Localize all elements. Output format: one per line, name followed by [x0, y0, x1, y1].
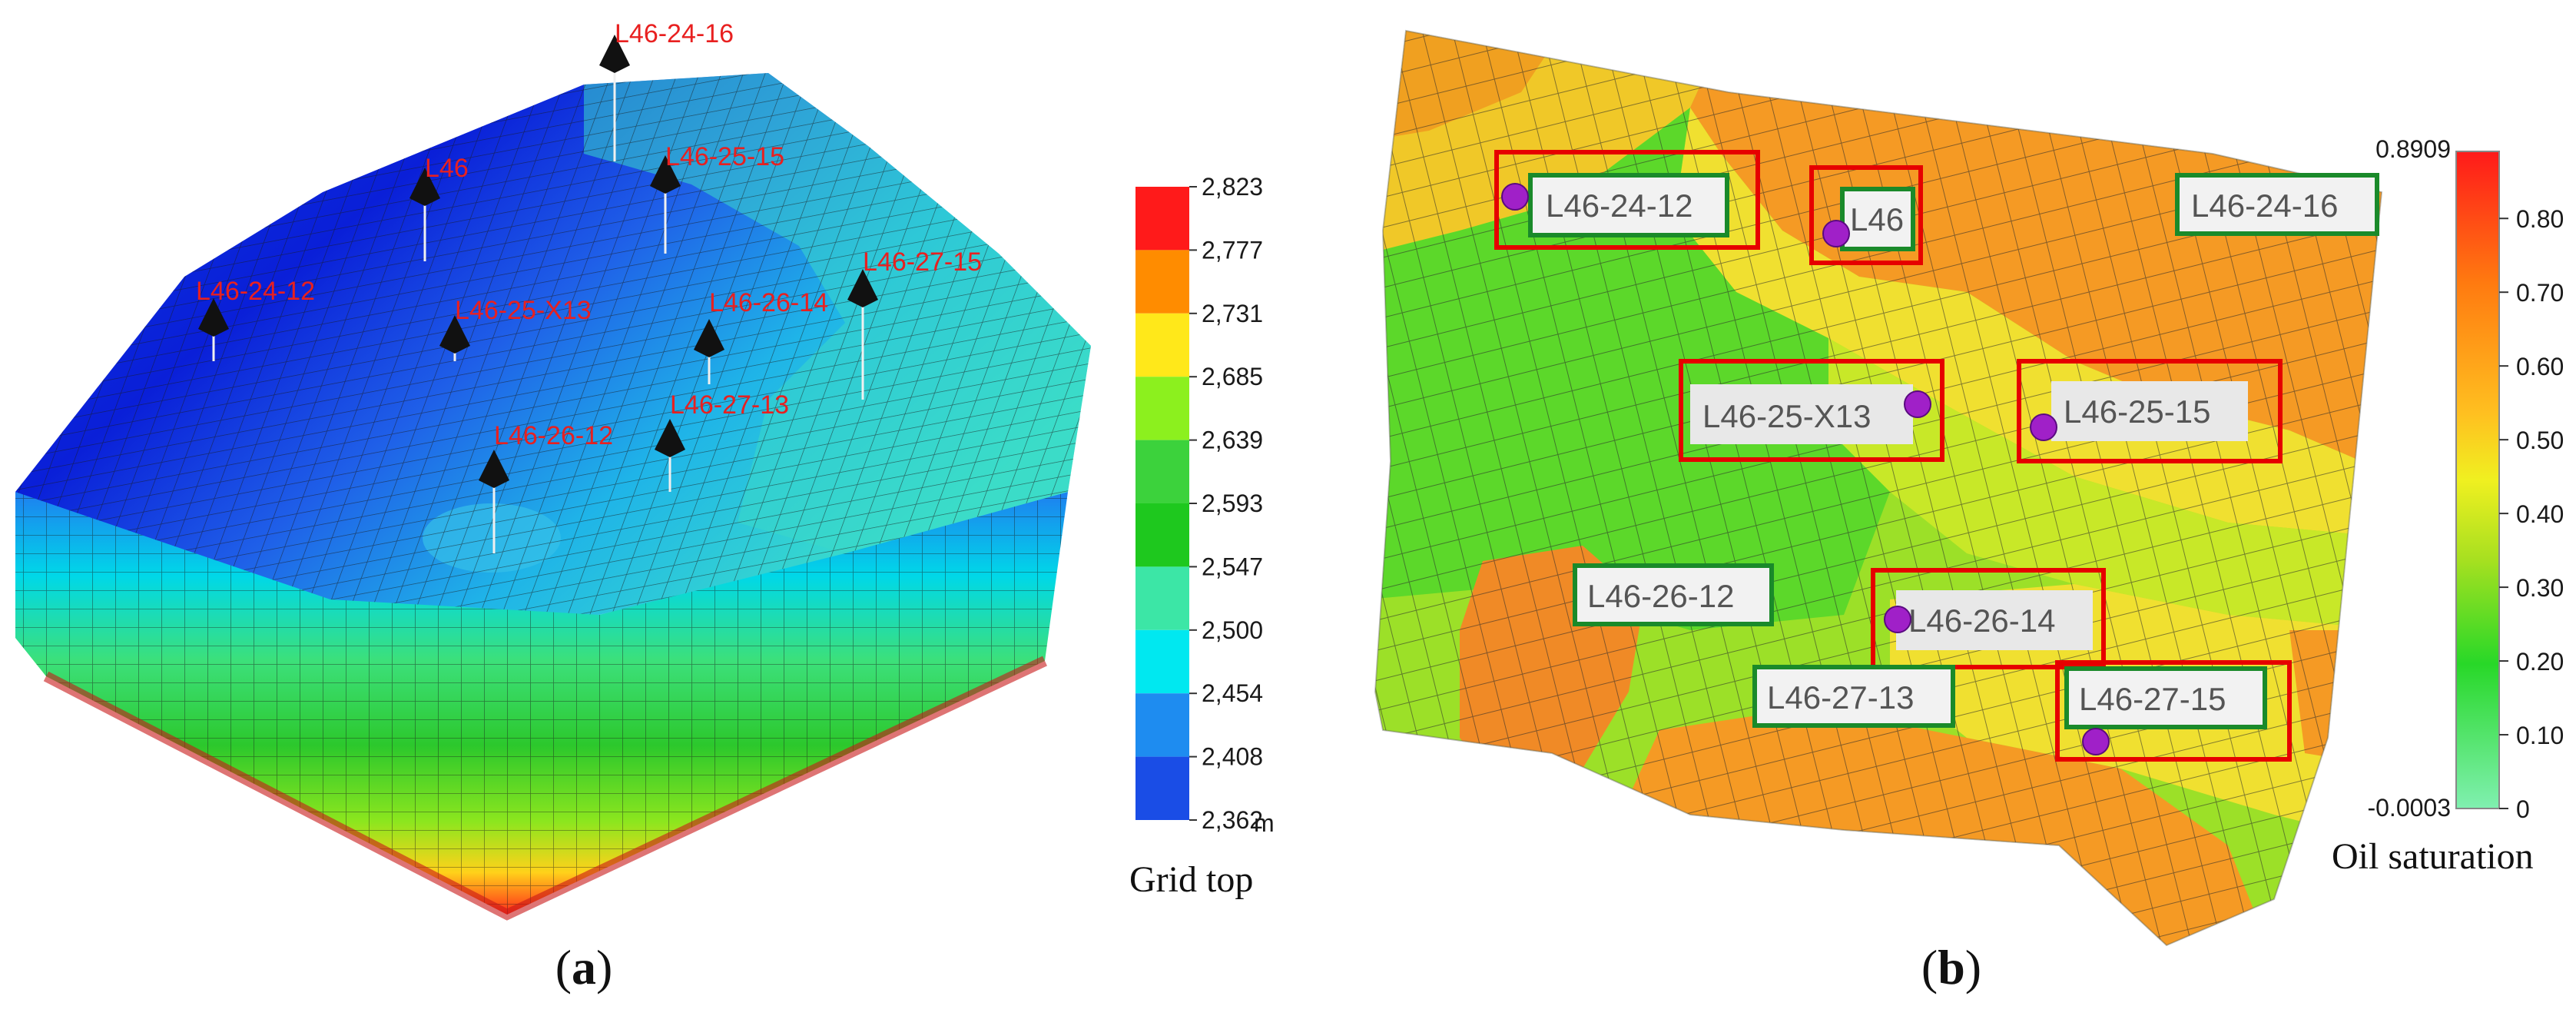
well-pin [655, 419, 685, 492]
highlight-box [1494, 150, 1760, 250]
well-label: L46-24-12 [196, 277, 315, 306]
colorbar-band [1135, 756, 1189, 820]
colorbar-tick-label: 0 [2516, 795, 2530, 823]
well-marker-sphere [2082, 728, 2110, 755]
well-label-box [1896, 590, 2093, 650]
panel-caption-b: (b) [1921, 940, 1981, 994]
colorbar-tick-label: 0.80 [2516, 205, 2564, 233]
well-marker-sphere [1904, 390, 1931, 418]
colorbar-unit: m [1254, 809, 1275, 837]
well-label-box [2175, 173, 2379, 236]
well-label: L46 [1850, 201, 1904, 237]
well-label: L46-26-12 [494, 421, 613, 450]
highlight-box [2055, 660, 2292, 762]
well-label-box [1752, 665, 1955, 728]
colorbar-band [1135, 693, 1189, 757]
well-pin [409, 168, 440, 261]
well-label: L46 [425, 154, 469, 183]
colorbar-tick-label: 0.20 [2516, 648, 2564, 676]
well-labels-3d: L46-24-16 L46 L46-25-15 L46-27-15 L46-24… [196, 19, 982, 450]
colorbar-band [1135, 377, 1189, 440]
grid-top-colorbar: 2,823 2,777 2,731 2,685 2,639 2,593 2,547 2,500… [1129, 173, 1275, 900]
colorbar-min-label: -0.0003 [2367, 794, 2451, 822]
panel-b-saturation-map: L46-24-12 L46 L46-24-16 L46-25-X13 L46-2… [1374, 29, 2564, 994]
well-label: L46-26-14 [1908, 603, 2055, 639]
colorbar-tick-label: 2,408 [1202, 743, 1263, 771]
well-label-box [2064, 666, 2267, 729]
colorbar-band [1135, 566, 1189, 630]
colorbar-tick-label: 2,685 [1202, 363, 1263, 390]
well-label-box [1840, 187, 1915, 251]
well-label-box [2051, 381, 2248, 441]
well-pin [439, 315, 470, 361]
well-label: L46-25-15 [665, 142, 784, 171]
highlight-box [1679, 359, 1944, 462]
colorbar-tick-label: 2,639 [1202, 427, 1263, 454]
well-labels-2d: L46-24-12 L46 L46-24-16 L46-25-X13 L46-2… [1494, 150, 2379, 762]
well-pin [650, 155, 681, 254]
colorbar-band [1135, 250, 1189, 314]
well-label: L46-24-12 [1546, 188, 1692, 224]
colorbar-tick-label: 2,500 [1202, 616, 1263, 644]
well-label: L46-24-16 [2191, 188, 2338, 224]
colorbar-band [1135, 440, 1189, 503]
colorbar-tick-label: 2,362 [1202, 806, 1263, 834]
well-marker-sphere [2030, 413, 2057, 441]
well-markers-3d [198, 35, 878, 553]
colorbar-tick-label: 2,823 [1202, 173, 1263, 201]
panel-caption-a: (a) [555, 940, 613, 994]
well-label: L46-25-X13 [1702, 398, 1871, 434]
colorbar-tick-label: 2,454 [1202, 679, 1263, 707]
colorbar-gradient [2455, 151, 2500, 809]
colorbar-tick-label: 0.60 [2516, 353, 2564, 380]
colorbar-tick-label: 0.50 [2516, 427, 2564, 454]
oil-saturation-colorbar: 0.8909 -0.0003 0.80 0.70 0.60 0.50 0.40 0.30 0… [2332, 135, 2564, 877]
well-label: L46-25-15 [2064, 393, 2210, 430]
well-label: L46-24-16 [615, 19, 734, 48]
colorbar-band [1135, 503, 1189, 567]
well-label: L46-27-13 [1767, 679, 1914, 716]
well-label-box [1528, 173, 1729, 237]
well-pin [479, 450, 509, 553]
well-marker-sphere [1822, 220, 1850, 247]
highlight-box [2017, 359, 2283, 463]
well-label: L46-26-12 [1587, 578, 1734, 614]
colorbar-title: Oil saturation [2332, 836, 2534, 877]
well-label: L46-25-X13 [455, 296, 592, 325]
colorbar-tick-label: 2,547 [1202, 553, 1263, 580]
well-pin [599, 35, 630, 161]
colorbar-band [1135, 187, 1189, 251]
well-label: L46-27-13 [670, 390, 789, 420]
well-label-box [1573, 563, 1774, 626]
colorbar-tick-label: 2,731 [1202, 300, 1263, 327]
well-label: L46-27-15 [863, 247, 982, 277]
well-marker-sphere [1501, 183, 1529, 211]
colorbar-tick-label: 0.10 [2516, 722, 2564, 749]
highlight-box [1809, 165, 1923, 265]
panel-a-3d-grid: L46-24-16 L46 L46-25-15 L46-27-15 L46-24… [15, 19, 1275, 994]
well-label-box [1690, 384, 1913, 444]
colorbar-tick-label: 0.40 [2516, 500, 2564, 528]
well-marker-sphere [1884, 606, 1911, 633]
colorbar-tick-label: 0.70 [2516, 279, 2564, 307]
colorbar-max-label: 0.8909 [2375, 135, 2451, 163]
colorbar-tick-label: 0.30 [2516, 574, 2564, 602]
colorbar-tick-label: 2,777 [1202, 236, 1263, 264]
well-label: L46-27-15 [2079, 681, 2226, 717]
colorbar-tick-label: 2,593 [1202, 490, 1263, 517]
colorbar-title: Grid top [1129, 859, 1253, 900]
well-pin [847, 269, 878, 400]
highlight-box [1871, 568, 2106, 669]
well-label: L46-26-14 [709, 288, 828, 317]
colorbar-band [1135, 313, 1189, 377]
well-pin [694, 319, 724, 384]
colorbar-band [1135, 629, 1189, 694]
well-pin [198, 298, 229, 361]
